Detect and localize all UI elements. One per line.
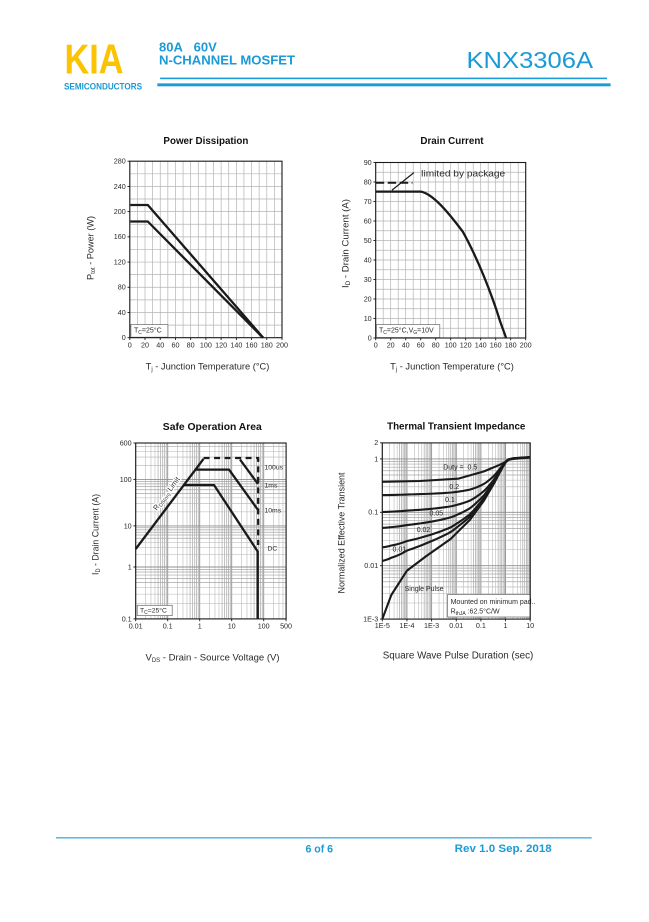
svg-text:70: 70 — [364, 197, 372, 206]
svg-text:VDS - Drain - Source Voltage (: VDS - Drain - Source Voltage (V) — [145, 653, 279, 665]
svg-text:TC=25°C,VG=10V: TC=25°C,VG=10V — [379, 326, 434, 336]
svg-text:60: 60 — [417, 341, 425, 350]
svg-text:10: 10 — [228, 622, 236, 631]
svg-text:240: 240 — [114, 182, 126, 191]
svg-text:0.01: 0.01 — [449, 621, 463, 630]
svg-text:0.05: 0.05 — [430, 510, 444, 517]
svg-text:0: 0 — [128, 340, 132, 349]
svg-text:280: 280 — [114, 157, 126, 166]
svg-text:6 of 6: 6 of 6 — [306, 843, 334, 855]
svg-text:0.01: 0.01 — [393, 546, 407, 553]
svg-text:TC=25°C: TC=25°C — [134, 326, 162, 336]
svg-text:Thermal Transient Impedance: Thermal Transient Impedance — [387, 422, 526, 433]
svg-text:TC=25°C: TC=25°C — [140, 607, 167, 617]
svg-text:50: 50 — [364, 236, 372, 245]
svg-text:20: 20 — [387, 341, 395, 350]
svg-text:80: 80 — [118, 283, 126, 292]
svg-text:0: 0 — [374, 341, 378, 350]
svg-text:Rev 1.0 Sep. 2018: Rev 1.0 Sep. 2018 — [455, 843, 552, 855]
svg-text:0: 0 — [368, 333, 372, 342]
svg-text:KIA: KIA — [65, 35, 124, 82]
svg-text:0.1: 0.1 — [163, 622, 173, 631]
svg-text:60: 60 — [364, 216, 372, 225]
svg-text:80: 80 — [432, 341, 440, 350]
svg-text:160: 160 — [114, 232, 126, 241]
svg-text:20: 20 — [141, 340, 149, 349]
svg-text:SEMICONDUCTORS: SEMICONDUCTORS — [64, 82, 142, 92]
svg-text:0: 0 — [122, 333, 126, 342]
svg-text:40: 40 — [156, 340, 164, 349]
svg-text:90: 90 — [364, 158, 372, 167]
svg-text:160: 160 — [490, 341, 502, 350]
svg-text:Normalized Effective Transient: Normalized Effective Transient — [336, 472, 346, 593]
svg-text:600: 600 — [120, 438, 132, 447]
svg-text:2: 2 — [374, 438, 378, 447]
svg-text:Tj - Junction Temperature (°C): Tj - Junction Temperature (°C) — [146, 362, 270, 374]
svg-text:40: 40 — [118, 308, 126, 317]
svg-text:Mounted on minimum pad..: Mounted on minimum pad.. — [451, 599, 536, 606]
svg-text:80A 60V: 80A 60V — [159, 40, 217, 55]
svg-text:10: 10 — [364, 314, 372, 323]
svg-text:1E-3: 1E-3 — [424, 621, 439, 630]
svg-text:100: 100 — [258, 622, 270, 631]
svg-text:0.1: 0.1 — [445, 497, 455, 504]
svg-text:Safe Operation Area: Safe Operation Area — [163, 422, 263, 433]
svg-text:180: 180 — [261, 340, 273, 349]
svg-text:100: 100 — [200, 340, 212, 349]
svg-text:120: 120 — [215, 340, 227, 349]
svg-text:180: 180 — [505, 341, 517, 350]
svg-text:0.02: 0.02 — [417, 527, 431, 534]
svg-text:120: 120 — [460, 341, 472, 350]
svg-text:0.1: 0.1 — [122, 614, 132, 623]
svg-text:200: 200 — [114, 207, 126, 216]
svg-text:80: 80 — [364, 177, 372, 186]
svg-text:Ptot - Power (W): Ptot - Power (W) — [86, 216, 98, 280]
svg-text:40: 40 — [364, 255, 372, 264]
svg-text:Square Wave Pulse Duration (se: Square Wave Pulse Duration (sec) — [383, 651, 533, 662]
svg-text:0.01: 0.01 — [129, 622, 143, 631]
svg-text:10: 10 — [124, 521, 132, 530]
svg-text:200: 200 — [520, 341, 532, 350]
svg-text:Drain Current: Drain Current — [420, 136, 484, 147]
svg-text:200: 200 — [276, 340, 288, 349]
svg-text:10ms: 10ms — [265, 507, 282, 514]
svg-text:0.1: 0.1 — [476, 621, 486, 630]
svg-text:40: 40 — [402, 341, 410, 350]
svg-text:100: 100 — [445, 341, 457, 350]
svg-text:Tj - Junction Temperature (°C): Tj - Junction Temperature (°C) — [390, 362, 514, 374]
svg-text:RthJA :62.5°C/W: RthJA :62.5°C/W — [451, 608, 500, 618]
svg-text:500: 500 — [280, 622, 292, 631]
svg-text:KNX3306A: KNX3306A — [467, 47, 594, 73]
svg-text:1ms: 1ms — [265, 482, 278, 489]
svg-text:Duty = 0.5: Duty = 0.5 — [443, 465, 477, 472]
svg-text:0.01: 0.01 — [364, 561, 378, 570]
svg-text:1: 1 — [198, 622, 202, 631]
svg-text:140: 140 — [475, 341, 487, 350]
svg-text:limited by package: limited by package — [421, 169, 505, 179]
svg-text:0.2: 0.2 — [449, 484, 459, 491]
svg-text:80: 80 — [187, 340, 195, 349]
svg-text:1E-4: 1E-4 — [399, 621, 414, 630]
svg-text:ID - Drain Current (A): ID - Drain Current (A) — [340, 199, 352, 288]
svg-text:160: 160 — [246, 340, 258, 349]
svg-text:Single Pulse: Single Pulse — [405, 586, 444, 593]
svg-text:120: 120 — [114, 257, 126, 266]
svg-text:140: 140 — [230, 340, 242, 349]
svg-text:10: 10 — [526, 621, 534, 630]
svg-text:20: 20 — [364, 294, 372, 303]
svg-text:30: 30 — [364, 275, 372, 284]
svg-text:DC: DC — [268, 545, 278, 552]
svg-text:N-CHANNEL MOSFET: N-CHANNEL MOSFET — [159, 53, 295, 68]
svg-text:Power Dissipation: Power Dissipation — [163, 136, 248, 147]
svg-text:0.1: 0.1 — [368, 508, 378, 517]
svg-text:100us: 100us — [265, 464, 284, 471]
svg-text:1: 1 — [504, 621, 508, 630]
svg-text:1: 1 — [374, 454, 378, 463]
svg-text:ID - Drain Current (A): ID - Drain Current (A) — [90, 494, 102, 575]
svg-text:100: 100 — [120, 475, 132, 484]
svg-text:1: 1 — [128, 562, 132, 571]
svg-text:60: 60 — [171, 340, 179, 349]
svg-text:1E-5: 1E-5 — [375, 621, 390, 630]
svg-text:1E-3: 1E-3 — [363, 615, 378, 624]
